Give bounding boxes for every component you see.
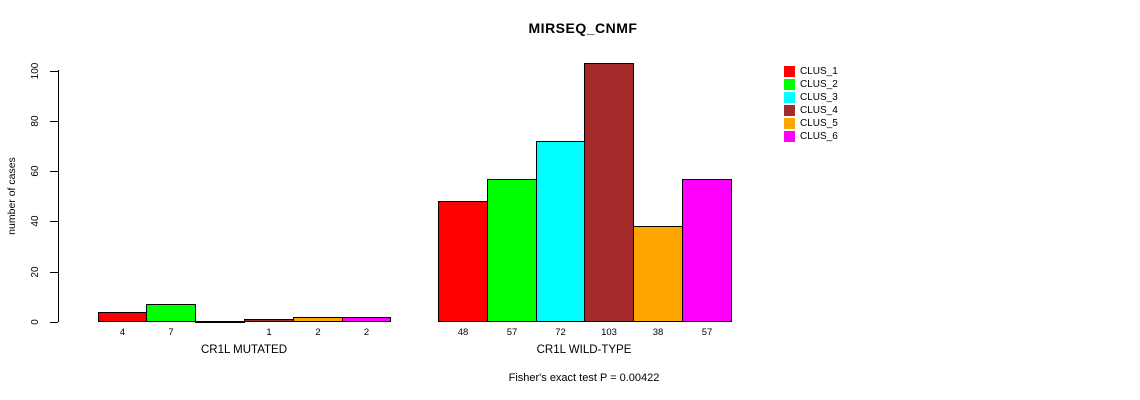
y-tick-mark [50, 221, 58, 222]
bar-clus_6-wildtype [682, 179, 732, 322]
legend-label: CLUS_4 [800, 105, 838, 116]
y-tick-label: 100 [29, 62, 41, 80]
bar-value-label: 72 [555, 327, 566, 338]
y-tick-label: 40 [29, 215, 41, 227]
y-tick-mark [50, 322, 58, 323]
legend-label: CLUS_1 [800, 66, 838, 77]
y-axis-title: number of cases [6, 157, 18, 235]
legend-row: CLUS_6 [784, 131, 838, 142]
y-tick-label: 20 [29, 266, 41, 278]
bar-value-label: 48 [457, 327, 469, 338]
legend-row: CLUS_3 [784, 92, 838, 103]
bar-value-label: 57 [701, 327, 713, 338]
bar-clus_3-wildtype [536, 141, 585, 322]
legend-swatch-clus_3 [784, 92, 795, 103]
group-label: CR1L MUTATED [200, 344, 288, 356]
legend-swatch-clus_4 [784, 105, 795, 116]
legend-label: CLUS_5 [800, 118, 838, 129]
fisher-test-annotation: Fisher's exact test P = 0.00422 [508, 372, 660, 384]
y-tick-mark [50, 71, 58, 72]
bar-value-label: 57 [506, 327, 518, 338]
bar-clus_1-mutated [98, 312, 147, 322]
legend-row: CLUS_4 [784, 105, 838, 116]
bar-clus_2-mutated [146, 304, 196, 322]
chart-title: MIRSEQ_CNMF [528, 20, 638, 36]
legend-swatch-clus_6 [784, 131, 795, 142]
legend-label: CLUS_3 [800, 92, 838, 103]
legend-row: CLUS_5 [784, 118, 838, 129]
legend-swatch-clus_5 [784, 118, 795, 129]
bar-clus_5-mutated [293, 317, 343, 322]
legend-swatch-clus_2 [784, 79, 795, 90]
group-label: CR1L WILD-TYPE [536, 344, 632, 356]
legend-row: CLUS_1 [784, 66, 838, 77]
bar-clus_6-mutated [342, 317, 391, 322]
bar-clus_3-mutated [195, 321, 245, 323]
y-axis-line [58, 70, 59, 322]
bar-clus_4-mutated [244, 319, 294, 322]
y-tick-label: 0 [29, 319, 41, 325]
bar-clus_4-wildtype [584, 63, 634, 322]
bar-value-label: 7 [168, 327, 174, 338]
bar-value-label: 2 [363, 327, 370, 338]
legend-label: CLUS_6 [800, 131, 838, 142]
bar-value-label: 4 [119, 327, 126, 338]
legend-swatch-clus_1 [784, 66, 795, 77]
y-tick-mark [50, 121, 58, 122]
bar-value-label: 2 [315, 327, 321, 338]
y-tick-label: 80 [29, 115, 41, 127]
bar-clus_5-wildtype [633, 226, 683, 322]
bar-value-label: 1 [266, 327, 272, 338]
bar-value-label: 103 [601, 327, 617, 338]
legend-label: CLUS_2 [800, 79, 838, 90]
bar-value-label: 38 [652, 327, 664, 338]
legend-row: CLUS_2 [784, 79, 838, 90]
bar-clus_1-wildtype [438, 201, 488, 322]
y-tick-mark [50, 272, 58, 273]
bar-clus_2-wildtype [487, 179, 537, 322]
y-tick-label: 60 [29, 165, 41, 177]
y-tick-mark [50, 171, 58, 172]
